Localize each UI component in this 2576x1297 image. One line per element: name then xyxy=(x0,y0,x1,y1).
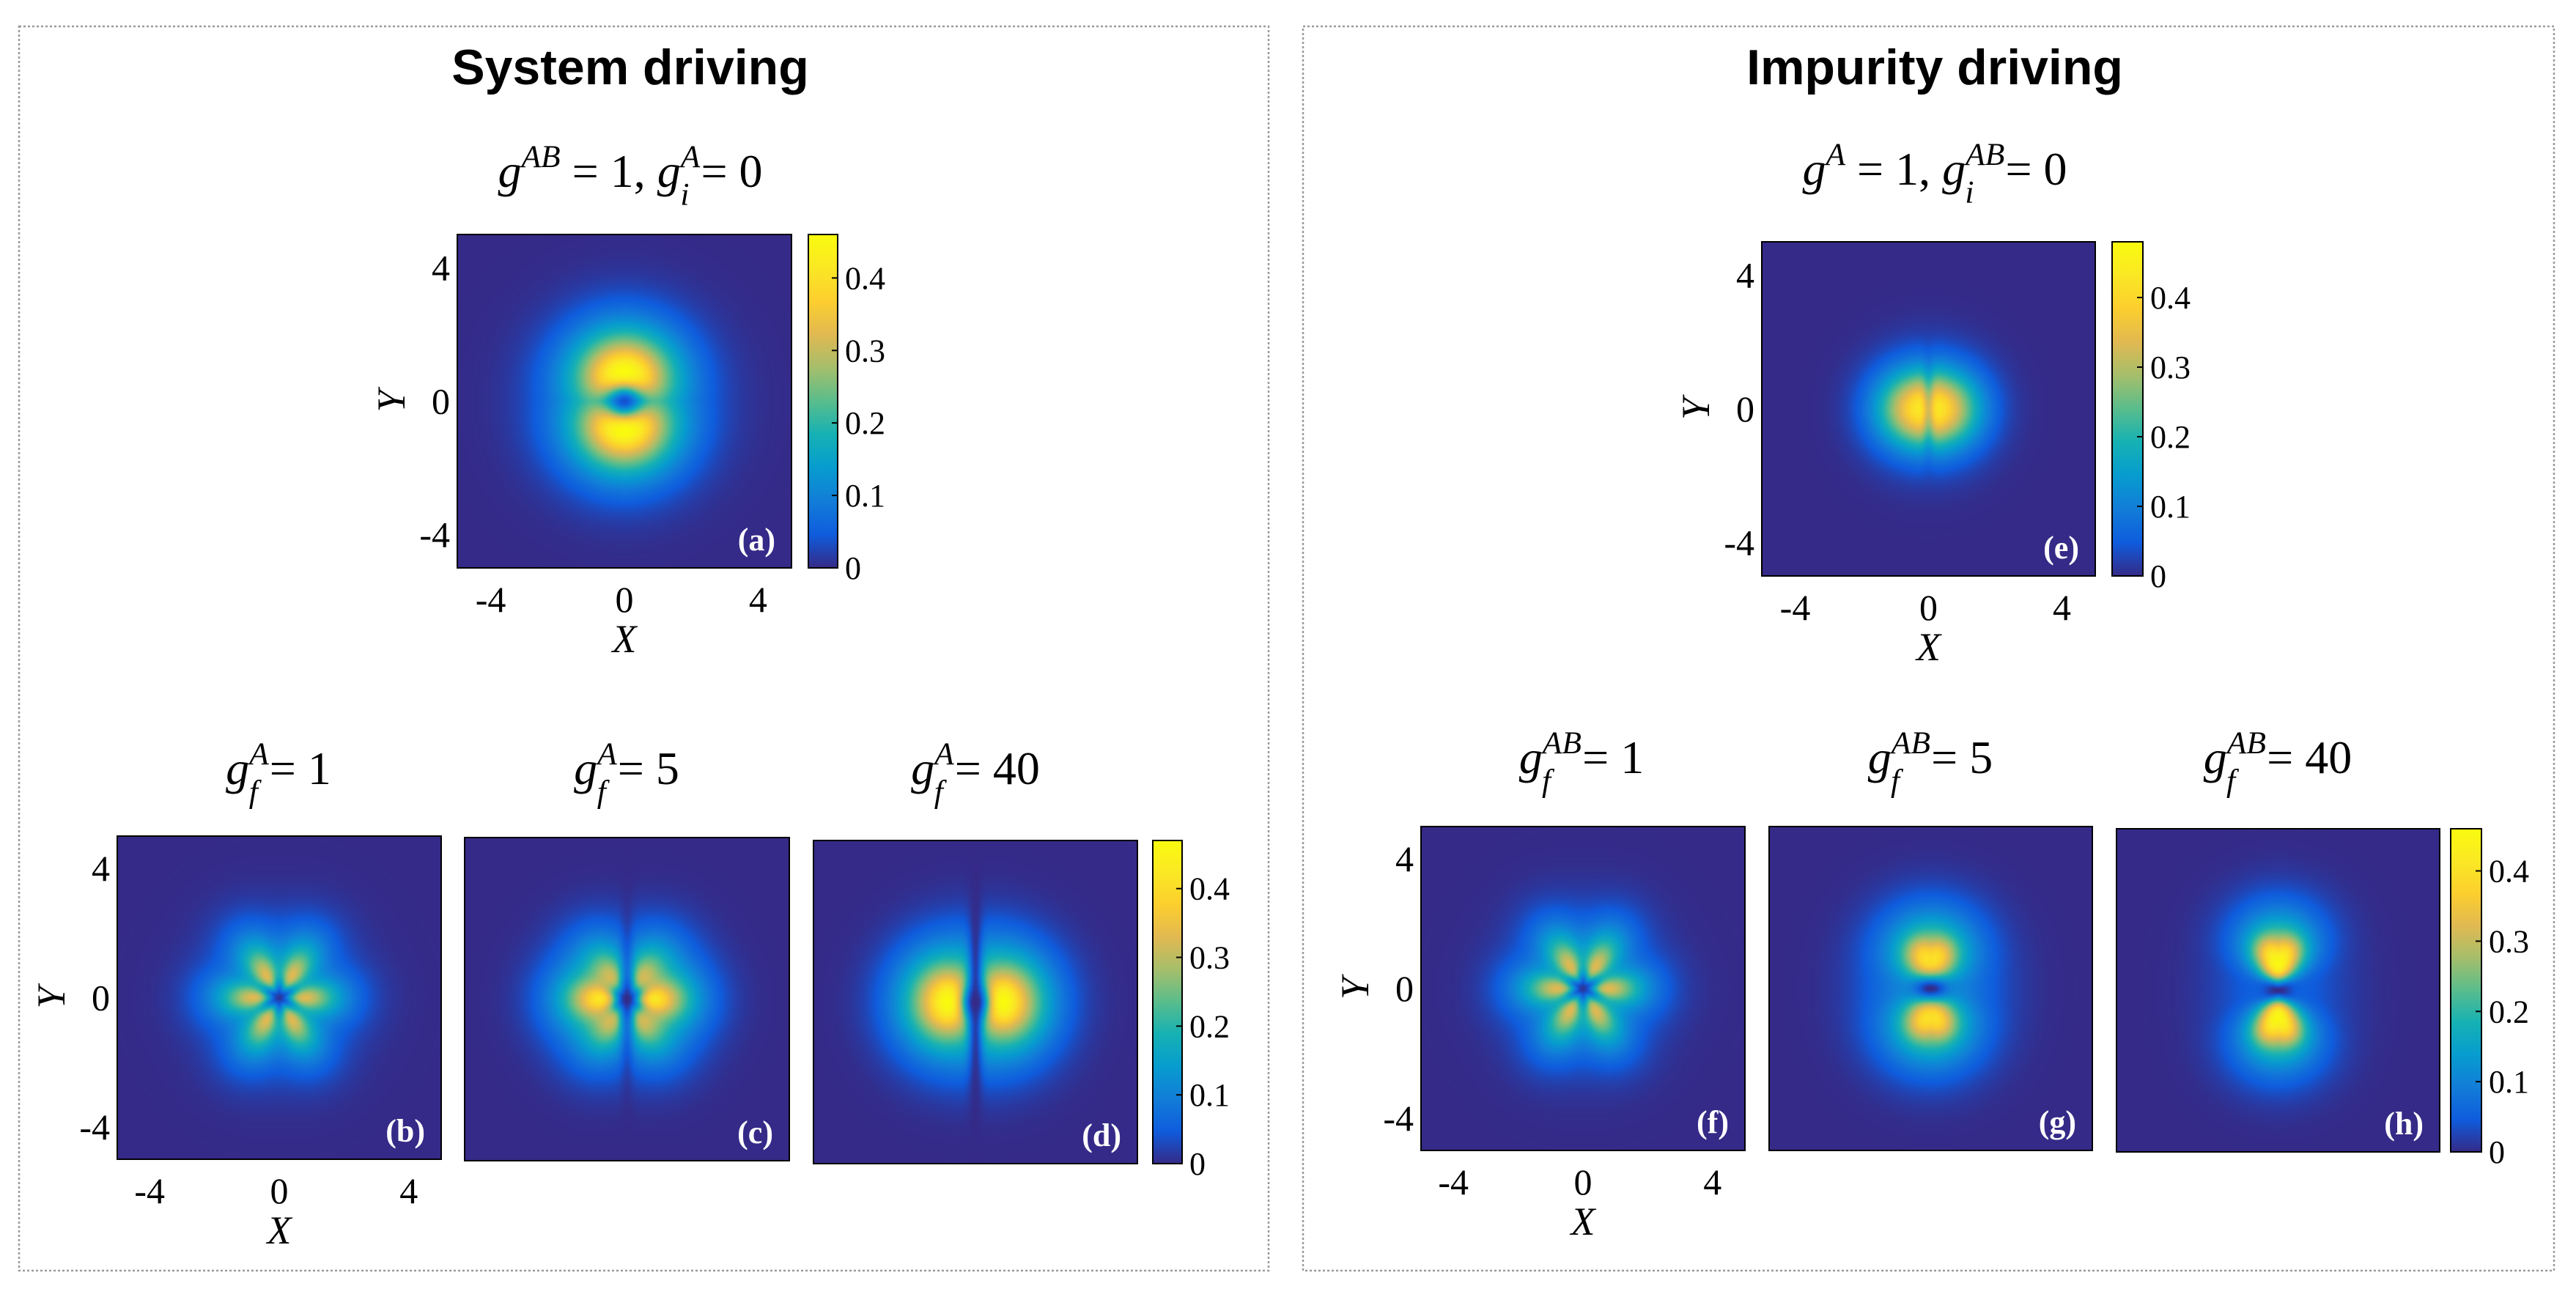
colorbar-tick-label: 0 xyxy=(845,550,861,586)
heatmap-b xyxy=(117,836,441,1159)
colorbar-tick-label: 0.4 xyxy=(2150,280,2191,316)
colorbar xyxy=(808,234,838,568)
colorbar-tick-label: 0.1 xyxy=(845,478,885,514)
x-tick-label: 0 xyxy=(270,1170,289,1211)
x-tick-label: 4 xyxy=(749,579,767,620)
colorbar-tick-label: 0.2 xyxy=(2489,994,2529,1030)
x-tick-label: -4 xyxy=(1780,587,1811,628)
colorbar-tick-label: 0.2 xyxy=(1189,1008,1230,1044)
y-tick-label: -4 xyxy=(1724,522,1754,563)
colorbar-border xyxy=(2450,828,2482,1153)
colorbar-tick-label: 0.4 xyxy=(845,260,885,296)
panel-label: (c) xyxy=(737,1115,773,1150)
colorbar-tick-label: 0.1 xyxy=(2489,1064,2529,1100)
y-tick-label: 4 xyxy=(1395,838,1414,879)
x-tick-label: 4 xyxy=(2053,587,2071,628)
heatmap-e xyxy=(1762,242,2095,576)
heatmap-border xyxy=(457,234,792,569)
heatmap-g xyxy=(1769,827,2092,1150)
panel-parameter-label: gA f = 40 xyxy=(911,736,1040,809)
y-axis-label: Y xyxy=(29,983,73,1009)
heatmap-border xyxy=(464,837,790,1161)
y-axis-label: Y xyxy=(369,387,413,413)
heatmap-border xyxy=(1768,826,2093,1151)
colorbar-tick-label: 0 xyxy=(1189,1146,1206,1182)
colorbar xyxy=(2451,829,2481,1152)
panel-label: (a) xyxy=(738,522,775,558)
heatmap-border xyxy=(1420,826,1746,1151)
panel-parameter-label: gA f = 1 xyxy=(226,736,331,809)
colorbar-tick-label: 0.2 xyxy=(2150,419,2191,455)
top-parameter-label: gA = 1, gAB i = 0 xyxy=(1802,137,2067,210)
x-tick-label: 4 xyxy=(1703,1161,1721,1202)
right-section-frame xyxy=(1302,25,2555,1272)
colorbar-tick-label: 0.4 xyxy=(2489,854,2529,890)
colorbar-tick-label: 0 xyxy=(2150,558,2166,594)
top-parameter-label: gAB = 1, gA i = 0 xyxy=(498,139,762,212)
heatmap-border xyxy=(1761,241,2096,577)
y-tick-label: 0 xyxy=(92,978,110,1019)
colorbar xyxy=(1153,840,1182,1164)
y-tick-label: -4 xyxy=(419,514,450,555)
heatmap-images xyxy=(117,234,2481,1164)
heatmap-border xyxy=(2116,828,2440,1153)
annotations: (a) -4 0 4 4 0 -4 X Y 0.4 0.3 0.2 0.1 0 (b) -4 0 4 4 0 -4 X Y (… xyxy=(29,40,2529,1252)
heatmap-h xyxy=(2116,829,2440,1152)
panel-label: (g) xyxy=(2039,1104,2076,1140)
colorbar-tick-label: 0.3 xyxy=(845,333,885,369)
y-axis-label: Y xyxy=(1333,974,1377,999)
y-tick-label: 4 xyxy=(92,848,110,889)
left-section-frame xyxy=(18,25,1270,1272)
heatmap-border xyxy=(813,840,1138,1164)
colorbar xyxy=(2112,242,2143,576)
colorbar-tick-label: 0.2 xyxy=(845,405,885,441)
panel-label: (b) xyxy=(385,1113,425,1149)
heatmap-c xyxy=(465,838,789,1161)
colorbar-border xyxy=(2111,241,2144,577)
heatmap-a xyxy=(457,234,791,568)
y-axis-label: Y xyxy=(1674,394,1718,420)
panel-parameter-label: gA f = 5 xyxy=(574,736,679,809)
x-axis-label: X xyxy=(611,617,638,661)
y-tick-label: 0 xyxy=(1736,388,1754,429)
colorbar-tick-label: 0.1 xyxy=(2150,489,2191,525)
x-axis-label: X xyxy=(266,1208,293,1252)
x-tick-label: 4 xyxy=(399,1170,418,1211)
panel-label: (d) xyxy=(1082,1117,1121,1153)
panel-label: (e) xyxy=(2043,530,2079,566)
x-tick-label: 0 xyxy=(616,579,634,620)
x-axis-label: X xyxy=(1570,1200,1597,1244)
x-tick-label: -4 xyxy=(476,579,506,620)
x-axis-label: X xyxy=(1915,625,1942,669)
x-tick-label: -4 xyxy=(134,1170,165,1211)
colorbar-border xyxy=(808,234,838,569)
colorbar-tick-label: 0.3 xyxy=(2150,350,2191,385)
section-title: Impurity driving xyxy=(1746,40,2123,95)
y-tick-label: 0 xyxy=(1395,968,1414,1009)
colorbar-tick-label: 0.3 xyxy=(1189,940,1230,976)
panel-label: (h) xyxy=(2384,1106,2424,1142)
y-tick-label: -4 xyxy=(79,1106,110,1148)
colorbar-tick-label: 0 xyxy=(2489,1134,2505,1170)
x-tick-label: 0 xyxy=(1919,587,1938,628)
y-tick-label: -4 xyxy=(1383,1098,1414,1139)
y-tick-label: 0 xyxy=(432,381,450,422)
heatmap-border xyxy=(117,835,442,1160)
x-tick-label: 0 xyxy=(1574,1161,1593,1202)
colorbar-border xyxy=(1152,840,1183,1164)
colorbar-tick-label: 0.4 xyxy=(1189,871,1230,907)
section-title: System driving xyxy=(451,40,809,95)
heatmap-d xyxy=(813,840,1137,1164)
x-tick-label: -4 xyxy=(1438,1161,1469,1202)
heatmap-f xyxy=(1421,827,1745,1150)
y-tick-label: 4 xyxy=(1736,255,1754,296)
panel-label: (f) xyxy=(1697,1104,1729,1140)
y-tick-label: 4 xyxy=(432,248,450,289)
colorbar-tick-label: 0.1 xyxy=(1189,1077,1230,1113)
panel-parameter-label: gAB f = 40 xyxy=(2204,725,2352,798)
colorbar-tick-label: 0.3 xyxy=(2489,923,2529,959)
